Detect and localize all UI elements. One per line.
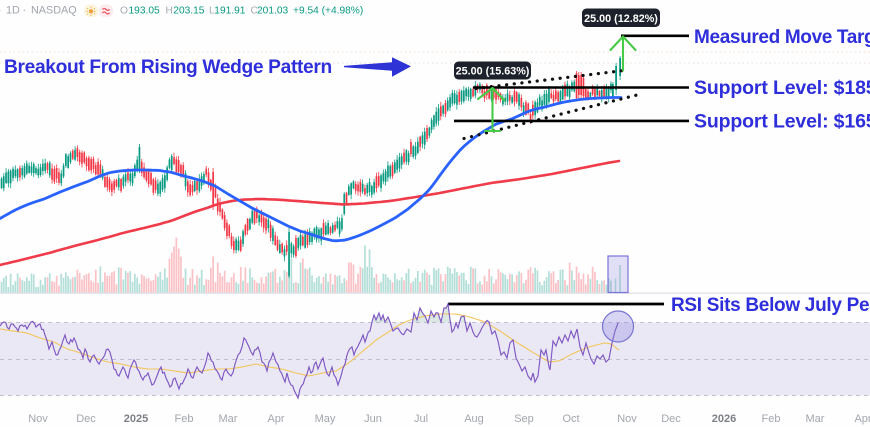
svg-text:·1D·NASDAQ: ·1D·NASDAQ <box>0 5 77 17</box>
svg-text:Dec: Dec <box>76 413 96 425</box>
svg-text:Support Level: $165: Support Level: $165 <box>694 111 870 133</box>
svg-text:Oct: Oct <box>562 413 579 425</box>
svg-text:Mar: Mar <box>219 413 238 425</box>
svg-text:Dec: Dec <box>661 413 681 425</box>
svg-text:2025: 2025 <box>124 413 148 425</box>
svg-text:Nov: Nov <box>617 413 637 425</box>
svg-text:25.00 (12.82%): 25.00 (12.82%) <box>584 13 658 25</box>
svg-text:Mar: Mar <box>806 413 825 425</box>
svg-text:2026: 2026 <box>712 413 736 425</box>
svg-text:Jul: Jul <box>414 413 428 425</box>
svg-text:Jun: Jun <box>364 413 382 425</box>
svg-text:Apr: Apr <box>854 413 870 425</box>
svg-text:RSI Sits Below July Peak: RSI Sits Below July Peak <box>671 295 870 316</box>
svg-text:25.00 (15.63%): 25.00 (15.63%) <box>456 66 530 78</box>
svg-text:Support Level: $185: Support Level: $185 <box>694 77 870 99</box>
svg-text:Measured Move Target: Measured Move Target <box>694 27 870 48</box>
svg-text:May: May <box>315 413 336 425</box>
svg-text:Feb: Feb <box>175 413 194 425</box>
svg-text:Sep: Sep <box>514 413 534 425</box>
svg-text:Feb: Feb <box>762 413 781 425</box>
svg-text:Nov: Nov <box>28 413 48 425</box>
svg-text:Breakout From Rising Wedge Pat: Breakout From Rising Wedge Pattern <box>4 57 332 78</box>
svg-text:Apr: Apr <box>267 413 284 425</box>
svg-text:Aug: Aug <box>464 413 484 425</box>
